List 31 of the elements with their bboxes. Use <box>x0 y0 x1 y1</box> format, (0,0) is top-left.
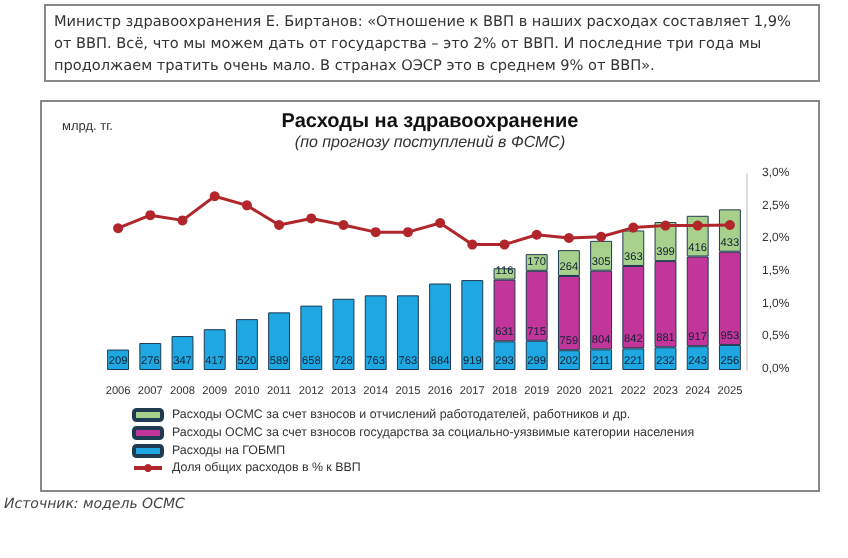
bar <box>364 295 387 370</box>
point <box>692 220 703 231</box>
point <box>724 219 735 230</box>
point <box>596 231 607 242</box>
point <box>241 200 252 211</box>
point <box>628 222 639 233</box>
bar <box>300 305 323 370</box>
point <box>306 213 317 224</box>
point <box>145 210 156 221</box>
point <box>402 227 413 238</box>
point <box>370 227 381 238</box>
bar <box>461 280 484 370</box>
point <box>563 233 574 244</box>
bar <box>171 336 194 370</box>
point <box>660 220 671 231</box>
bar <box>203 329 226 370</box>
bar <box>235 319 258 370</box>
point <box>113 223 124 234</box>
chart-subtitle: (по прогнозу поступлений в ФСМС) <box>294 133 566 151</box>
bar <box>268 312 291 370</box>
point <box>531 229 542 240</box>
point <box>338 219 349 230</box>
point <box>499 239 510 250</box>
bar <box>396 295 419 370</box>
bar <box>429 283 452 370</box>
point <box>177 215 188 226</box>
point <box>435 218 446 228</box>
chart-title: Расходы на здравоохранение <box>281 111 580 133</box>
bar <box>332 298 355 370</box>
point <box>274 219 285 230</box>
point <box>467 239 478 250</box>
